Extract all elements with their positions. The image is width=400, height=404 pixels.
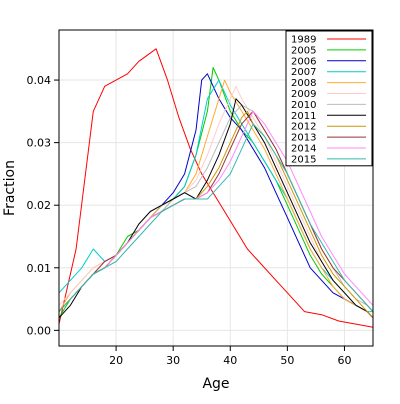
legend-label-2010: 2010 [291,100,316,111]
legend-label-2009: 2009 [291,89,316,100]
x-tick-label: 20 [109,354,123,367]
plot-frame [58,29,374,347]
y-tick-label: 0.03 [27,137,52,150]
legend-label-2011: 2011 [291,111,316,122]
y-axis-label: Fraction [2,160,18,216]
x-tick-label: 60 [337,354,351,367]
legend-label-2007: 2007 [291,67,316,78]
legend-label-2012: 2012 [291,122,316,133]
legend-label-1989: 1989 [291,35,316,46]
y-tick-label: 0.02 [27,199,52,212]
x-axis-label: Age [202,376,229,392]
x-tick-label: 30 [166,354,180,367]
legend-label-2013: 2013 [291,133,316,144]
x-tick-label: 50 [280,354,294,367]
series-lines [58,48,374,328]
series-line-1989 [58,48,374,328]
legend-label-2015: 2015 [291,154,316,165]
legend-label-2005: 2005 [291,45,316,56]
x-tick-label: 40 [223,354,237,367]
series-line-2013 [58,110,374,312]
legend-label-2008: 2008 [291,78,316,89]
y-tick-label: 0.04 [27,74,52,87]
axes: 20 30 40 50 60 0.00 0.01 0.02 0.03 0.04 [27,29,374,367]
legend-label-2006: 2006 [291,56,316,67]
legend-label-2014: 2014 [291,144,316,155]
legend-box [285,30,373,167]
y-tick-label: 0.00 [27,324,52,337]
legend: 1989200520062007200820092010201120122013… [285,30,373,167]
series-line-2014 [58,110,374,312]
y-tick-label: 0.01 [27,262,52,275]
series-line-2015 [58,123,374,312]
